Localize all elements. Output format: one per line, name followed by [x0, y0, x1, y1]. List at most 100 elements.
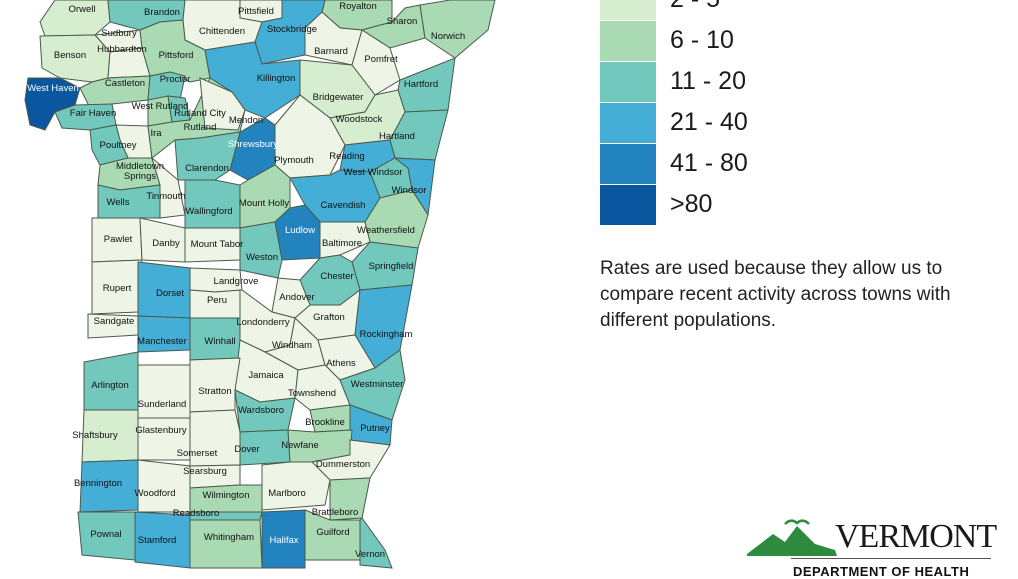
town-label: Pawlet — [103, 234, 133, 245]
town-label: Halifax — [269, 535, 299, 546]
logo-wordmark: VERMONT — [835, 518, 997, 555]
town-label: Townshend — [287, 388, 337, 399]
town-label: Woodford — [134, 488, 176, 499]
town-label: Proctor — [159, 74, 191, 85]
town-label: Woodstock — [335, 114, 383, 125]
town-label: Sudbury — [101, 28, 137, 39]
town-area — [189, 519, 263, 569]
legend-label: 11 - 20 — [670, 67, 746, 95]
town-label: Tinmouth — [146, 191, 186, 202]
legend-label: 21 - 40 — [670, 108, 748, 136]
town-area — [137, 364, 191, 419]
town-label: Cavendish — [320, 200, 366, 211]
town-label: Shaftsbury — [72, 430, 118, 441]
legend-label: 2 - 5 — [670, 0, 720, 14]
town-label: Clarendon — [185, 163, 229, 174]
legend-row: 6 - 10 — [600, 21, 980, 61]
town-label: Mount Holly — [238, 198, 290, 209]
legend-row: 21 - 40 — [600, 103, 980, 143]
legend-row: >80 — [600, 185, 980, 225]
town-label: Weston — [245, 252, 279, 263]
town-label: Poultney — [99, 140, 137, 151]
vermont-town-map — [0, 0, 496, 569]
town-label: Ludlow — [284, 225, 316, 236]
town-label: Killington — [256, 73, 296, 84]
town-label: Mendon — [228, 115, 264, 126]
vermont-health-logo: VERMONT DEPARTMENT OF HEALTH — [745, 514, 1005, 579]
town-area — [419, 0, 496, 59]
town-label: Chester — [320, 271, 354, 282]
town-label: Dover — [234, 444, 260, 455]
town-label: Andover — [279, 292, 315, 303]
town-label: Mount Tabor — [190, 239, 244, 250]
town-area — [147, 71, 186, 101]
town-area — [239, 221, 283, 279]
town-label: West Windsor — [343, 167, 403, 178]
legend-swatch — [600, 0, 656, 20]
legend-note: Rates are used because they allow us to … — [600, 258, 951, 331]
town-area — [234, 389, 296, 433]
town-label: Vernon — [354, 549, 386, 560]
town-label: Newfane — [281, 440, 319, 451]
legend-row: 41 - 80 — [600, 144, 980, 184]
town-label: Bridgewater — [312, 92, 364, 103]
town-label: Marlboro — [268, 488, 306, 499]
town-area — [261, 509, 306, 569]
town-label: Wallingford — [185, 206, 233, 217]
town-label: Wilmington — [202, 490, 250, 501]
town-label: Chittenden — [199, 26, 245, 37]
town-label: Springfield — [368, 261, 414, 272]
town-label: Reading — [329, 151, 365, 162]
town-label: Manchester — [137, 336, 187, 347]
legend-label: 6 - 10 — [670, 26, 734, 54]
town-label: Dummerston — [315, 459, 371, 470]
town-label: Stratton — [198, 386, 232, 397]
town-label: Westminster — [350, 379, 404, 390]
legend-row: 11 - 20 — [600, 62, 980, 102]
legend-swatch — [600, 144, 656, 184]
town-label: Arlington — [91, 380, 129, 391]
town-area — [79, 75, 151, 109]
town-label: Shrewsbury — [227, 139, 279, 150]
town-label: Weathersfield — [357, 225, 415, 236]
town-label: Hubbardton — [97, 44, 147, 55]
rate-legend: 2 - 5 6 - 10 11 - 20 21 - 40 41 - 80 >80 — [600, 0, 980, 230]
town-label: Brandon — [144, 7, 180, 18]
town-label: Baltimore — [321, 238, 363, 249]
logo-divider — [791, 558, 991, 559]
town-label: Bennington — [73, 478, 123, 489]
town-label: Orwell — [68, 4, 96, 15]
town-label: West Haven — [27, 83, 79, 94]
town-label: Pownal — [90, 529, 122, 540]
town-area — [199, 77, 246, 131]
town-label: Sharon — [386, 16, 418, 27]
town-area — [359, 517, 393, 569]
town-label: Hartland — [379, 131, 415, 142]
town-label: Sunderland — [137, 399, 187, 410]
town-label: Wardsboro — [237, 405, 285, 416]
town-label: Stamford — [137, 535, 177, 546]
town-label: Barnard — [314, 46, 348, 57]
town-label: Wells — [106, 197, 130, 208]
town-label: Jamaica — [248, 370, 284, 381]
town-label: Windsor — [391, 185, 427, 196]
town-label: Whitingham — [203, 532, 255, 543]
town-label: Danby — [152, 238, 180, 249]
town-label: Pomfret — [364, 54, 398, 65]
town-label: Readsboro — [172, 508, 220, 519]
legend-swatch — [600, 185, 656, 225]
logo-department: DEPARTMENT OF HEALTH — [793, 564, 970, 579]
town-area — [189, 357, 241, 413]
town-label: Sandgate — [93, 316, 135, 327]
town-label: Dorset — [156, 288, 184, 299]
town-label: Brattleboro — [311, 507, 359, 518]
town-label: Peru — [206, 295, 228, 306]
town-label: Windham — [271, 340, 313, 351]
town-label: Londonderry — [236, 317, 290, 328]
legend-swatch — [600, 21, 656, 61]
town-area — [184, 179, 241, 229]
legend-swatch — [600, 62, 656, 102]
legend-label: 41 - 80 — [670, 149, 748, 177]
lake-area — [0, 0, 42, 130]
town-label: Putney — [360, 423, 390, 434]
